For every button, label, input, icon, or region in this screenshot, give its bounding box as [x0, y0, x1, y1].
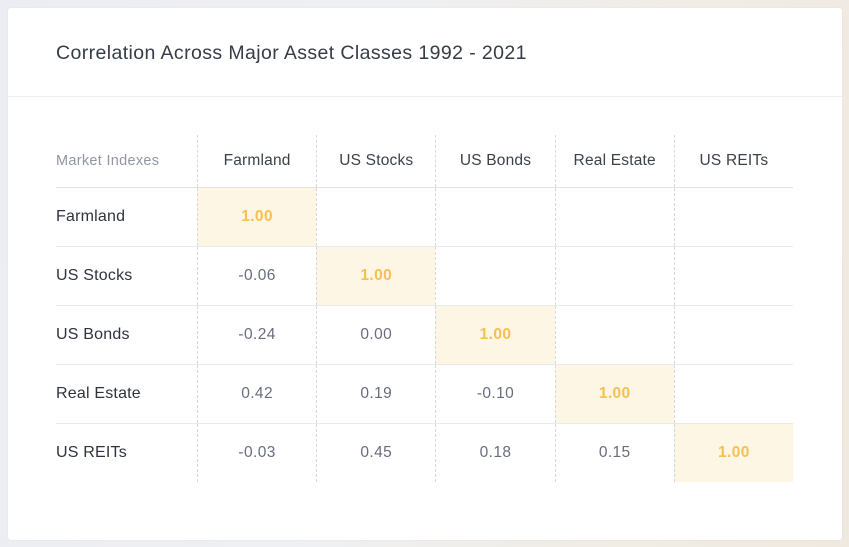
correlation-cell-diagonal: 1.00: [197, 188, 317, 246]
correlation-cell: -0.06: [197, 247, 316, 305]
correlation-card: Correlation Across Major Asset Classes 1…: [8, 8, 842, 540]
table-row-farmland: Farmland 1.00: [56, 188, 793, 246]
correlation-cell: [316, 188, 435, 246]
correlation-cell: 0.15: [554, 424, 674, 482]
correlation-cell: [435, 188, 554, 246]
table-header-row: Market Indexes Farmland US Stocks US Bonds…: [56, 135, 793, 188]
chart-title: Correlation Across Major Asset Classes 1…: [56, 42, 527, 64]
row-label-us-stocks: US Stocks: [56, 267, 133, 284]
correlation-cell: 0.45: [316, 424, 435, 482]
row-label-real-estate: Real Estate: [56, 385, 141, 402]
correlation-cell-diagonal: 1.00: [435, 306, 555, 364]
correlation-cell: -0.24: [197, 306, 316, 364]
table-row-us-reits: US REITs -0.03 0.45 0.18 0.15 1.00: [56, 423, 794, 482]
table-body: Farmland 1.00 US Stocks -0.06 1.00 US Bonds -0…: [56, 188, 794, 482]
corner-label: Market Indexes: [56, 153, 160, 169]
title-divider: [8, 96, 842, 97]
title-section: Correlation Across Major Asset Classes 1…: [8, 8, 842, 65]
correlation-cell: [673, 306, 793, 364]
correlation-cell: [673, 188, 793, 246]
row-label-farmland: Farmland: [56, 208, 126, 225]
correlation-cell-diagonal: 1.00: [673, 424, 794, 482]
table-row-real-estate: Real Estate 0.42 0.19 -0.10 1.00: [56, 364, 793, 423]
column-header-farmland: Farmland: [197, 135, 316, 187]
table-row-us-bonds: US Bonds -0.24 0.00 1.00: [56, 305, 793, 364]
correlation-cell: [554, 306, 674, 364]
correlation-cell: 0.00: [316, 306, 435, 364]
column-header-us-reits: US REITs: [673, 135, 793, 187]
correlation-cell: [554, 188, 674, 246]
correlation-cell: [554, 247, 674, 305]
correlation-cell-diagonal: 1.00: [554, 365, 674, 423]
row-label-us-bonds: US Bonds: [56, 326, 130, 343]
correlation-cell: 0.42: [197, 365, 316, 423]
row-label-us-reits: US REITs: [56, 444, 127, 461]
column-header-us-stocks: US Stocks: [316, 135, 435, 187]
table-row-us-stocks: US Stocks -0.06 1.00: [56, 246, 793, 305]
column-header-us-bonds: US Bonds: [435, 135, 554, 187]
correlation-table: Market Indexes Farmland US Stocks US Bonds…: [56, 135, 794, 482]
correlation-cell-diagonal: 1.00: [316, 247, 436, 305]
correlation-cell: 0.19: [316, 365, 435, 423]
correlation-cell: [673, 365, 793, 423]
correlation-cell: -0.10: [435, 365, 554, 423]
correlation-cell: [673, 247, 793, 305]
column-header-real-estate: Real Estate: [554, 135, 674, 187]
correlation-cell: -0.03: [197, 424, 316, 482]
correlation-cell: [435, 247, 554, 305]
correlation-cell: 0.18: [435, 424, 554, 482]
